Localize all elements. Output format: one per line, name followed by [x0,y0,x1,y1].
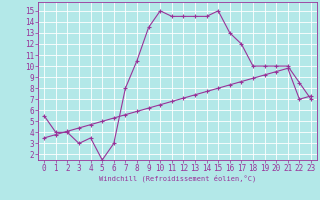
X-axis label: Windchill (Refroidissement éolien,°C): Windchill (Refroidissement éolien,°C) [99,175,256,182]
